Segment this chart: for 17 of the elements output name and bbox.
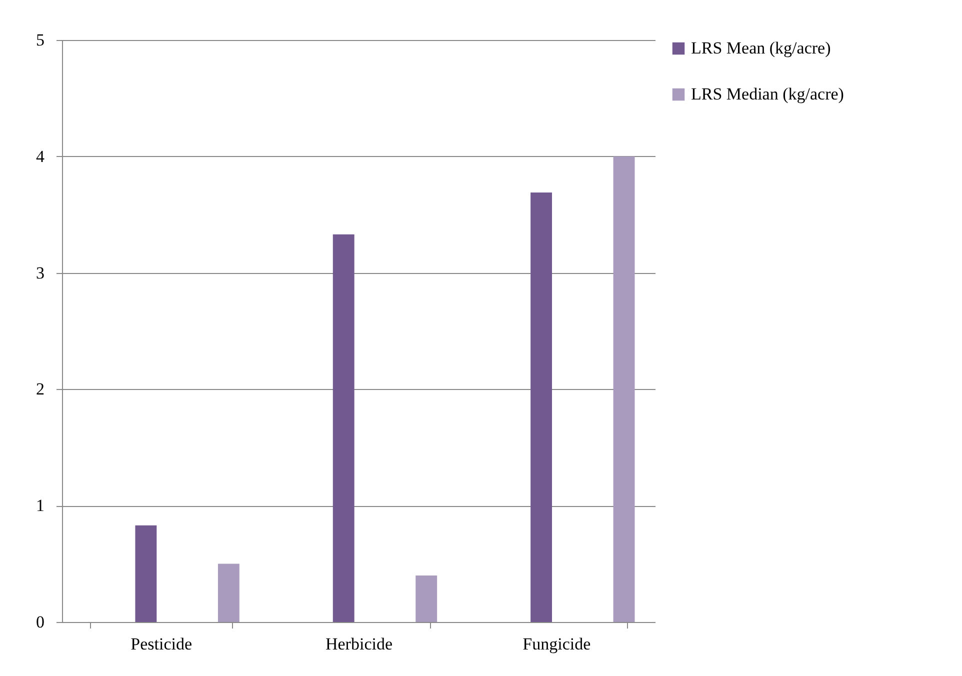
bar xyxy=(530,192,552,622)
bar xyxy=(218,564,240,622)
y-tick-label: 2 xyxy=(36,380,44,399)
bar xyxy=(135,525,157,622)
legend-label: LRS Median (kg/acre) xyxy=(691,84,844,104)
bar xyxy=(332,234,354,622)
bar xyxy=(613,156,635,622)
legend-label: LRS Mean (kg/acre) xyxy=(691,38,831,58)
x-tick-label: Herbicide xyxy=(325,634,393,654)
y-tick-label: 3 xyxy=(36,263,44,282)
y-tick-label: 5 xyxy=(36,30,44,50)
bar xyxy=(416,575,438,622)
y-tick-label: 4 xyxy=(36,146,45,166)
y-tick-label: 0 xyxy=(36,612,44,632)
y-tick-label: 1 xyxy=(36,496,44,516)
x-tick-label: Fungicide xyxy=(522,634,591,654)
x-tick-label: Pesticide xyxy=(130,634,192,654)
